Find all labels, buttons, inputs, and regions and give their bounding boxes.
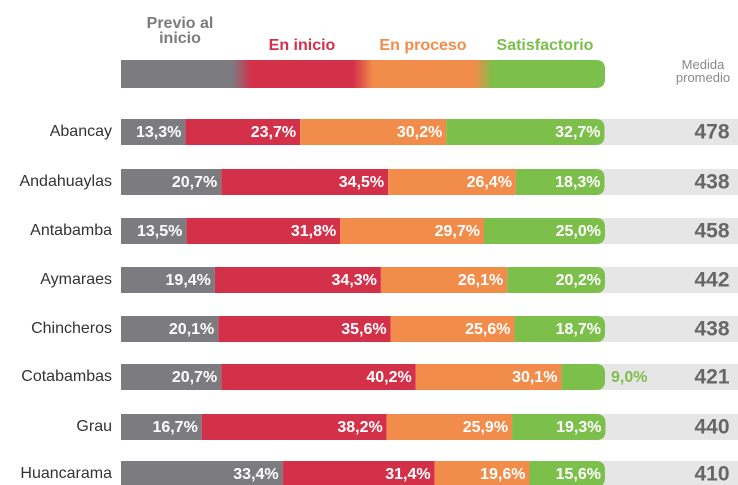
bar-segment bbox=[121, 169, 222, 195]
bar-segment bbox=[514, 316, 605, 342]
value-label: 20,7% bbox=[172, 369, 217, 386]
category-label: Huancarama bbox=[20, 465, 112, 482]
legend-label: En proceso bbox=[379, 37, 467, 54]
bar-segment bbox=[282, 461, 435, 485]
value-label: 9,0% bbox=[611, 369, 647, 386]
value-label: 23,7% bbox=[251, 124, 296, 141]
bar-segment bbox=[221, 169, 389, 195]
bar-segment bbox=[121, 119, 186, 145]
value-label: 29,7% bbox=[435, 223, 480, 240]
value-label: 32,7% bbox=[555, 124, 600, 141]
mean-background bbox=[590, 461, 738, 485]
value-label: 13,3% bbox=[136, 124, 181, 141]
value-label: 25,6% bbox=[465, 321, 510, 338]
value-label: 16,7% bbox=[152, 419, 197, 436]
mean-value: 421 bbox=[694, 366, 729, 389]
category-label: Antabamba bbox=[30, 222, 112, 239]
value-label: 25,0% bbox=[556, 223, 601, 240]
value-label: 20,7% bbox=[172, 174, 217, 191]
category-label: Abancay bbox=[50, 123, 112, 140]
category-label: Chincheros bbox=[31, 320, 112, 337]
bar-segment bbox=[121, 316, 219, 342]
value-label: 33,4% bbox=[233, 466, 278, 483]
value-label: 20,1% bbox=[169, 321, 214, 338]
value-label: 19,3% bbox=[556, 419, 601, 436]
value-label: 18,7% bbox=[556, 321, 601, 338]
bar-segment bbox=[484, 218, 605, 244]
value-label: 38,2% bbox=[337, 419, 382, 436]
legend-gradient-bar bbox=[121, 60, 605, 88]
bar-segment bbox=[561, 364, 605, 390]
bar-segment bbox=[121, 267, 215, 293]
value-label: 30,2% bbox=[397, 124, 442, 141]
bar-segment bbox=[218, 316, 391, 342]
mean-value: 440 bbox=[694, 416, 729, 439]
value-label: 26,4% bbox=[467, 174, 512, 191]
mean-value: 410 bbox=[694, 463, 729, 485]
value-label: 31,8% bbox=[291, 223, 336, 240]
bar-segment bbox=[507, 267, 605, 293]
bar-segment bbox=[434, 461, 530, 485]
bar-segment bbox=[380, 267, 508, 293]
bar-segment bbox=[214, 267, 381, 293]
value-label: 19,4% bbox=[166, 272, 211, 289]
value-label: 20,2% bbox=[556, 272, 601, 289]
bar-segment bbox=[186, 218, 341, 244]
bar-segment bbox=[415, 364, 562, 390]
bar-segment bbox=[340, 218, 484, 244]
bar-segment bbox=[121, 364, 222, 390]
category-label: Aymaraes bbox=[40, 271, 112, 288]
mean-background bbox=[590, 316, 738, 342]
mean-background bbox=[590, 267, 738, 293]
bar-segment bbox=[221, 364, 416, 390]
mean-value: 438 bbox=[694, 171, 729, 194]
category-label: Andahuaylas bbox=[19, 173, 112, 190]
mean-header: Medida promedio bbox=[675, 57, 731, 85]
mean-value: 442 bbox=[694, 269, 729, 292]
bar-segment bbox=[121, 461, 283, 485]
value-label: 35,6% bbox=[341, 321, 386, 338]
bar-segment bbox=[121, 414, 202, 440]
bar-segment bbox=[388, 169, 516, 195]
mean-background bbox=[590, 119, 738, 145]
value-label: 26,1% bbox=[458, 272, 503, 289]
mean-background bbox=[590, 169, 738, 195]
bar-segment bbox=[529, 461, 605, 485]
legend-label: Satisfactorio bbox=[496, 37, 594, 54]
value-label: 34,5% bbox=[339, 174, 384, 191]
bar-segment bbox=[201, 414, 387, 440]
bar-segment bbox=[185, 119, 301, 145]
mean-background bbox=[590, 364, 738, 390]
value-label: 15,6% bbox=[556, 466, 601, 483]
bar-segment bbox=[390, 316, 515, 342]
bar-segment bbox=[515, 169, 605, 195]
mean-value: 478 bbox=[694, 121, 729, 144]
value-label: 40,2% bbox=[366, 369, 411, 386]
legend-label: Previo al inicio bbox=[146, 15, 214, 47]
bar-segment bbox=[300, 119, 447, 145]
value-label: 19,6% bbox=[480, 466, 525, 483]
value-label: 31,4% bbox=[385, 466, 430, 483]
mean-background bbox=[590, 414, 738, 440]
value-label: 13,5% bbox=[137, 223, 182, 240]
mean-background bbox=[590, 218, 738, 244]
category-label: Cotabambas bbox=[21, 368, 112, 385]
value-label: 30,1% bbox=[512, 369, 557, 386]
value-label: 18,3% bbox=[555, 174, 600, 191]
mean-value: 458 bbox=[694, 220, 729, 243]
legend-label: En inicio bbox=[268, 37, 336, 54]
category-label: Grau bbox=[76, 418, 112, 435]
bar-segment bbox=[446, 119, 605, 145]
bar-segment bbox=[512, 414, 606, 440]
mean-value: 438 bbox=[694, 318, 729, 341]
bar-segment bbox=[386, 414, 513, 440]
bar-segment bbox=[121, 218, 187, 244]
value-label: 25,9% bbox=[463, 419, 508, 436]
value-label: 34,3% bbox=[332, 272, 377, 289]
